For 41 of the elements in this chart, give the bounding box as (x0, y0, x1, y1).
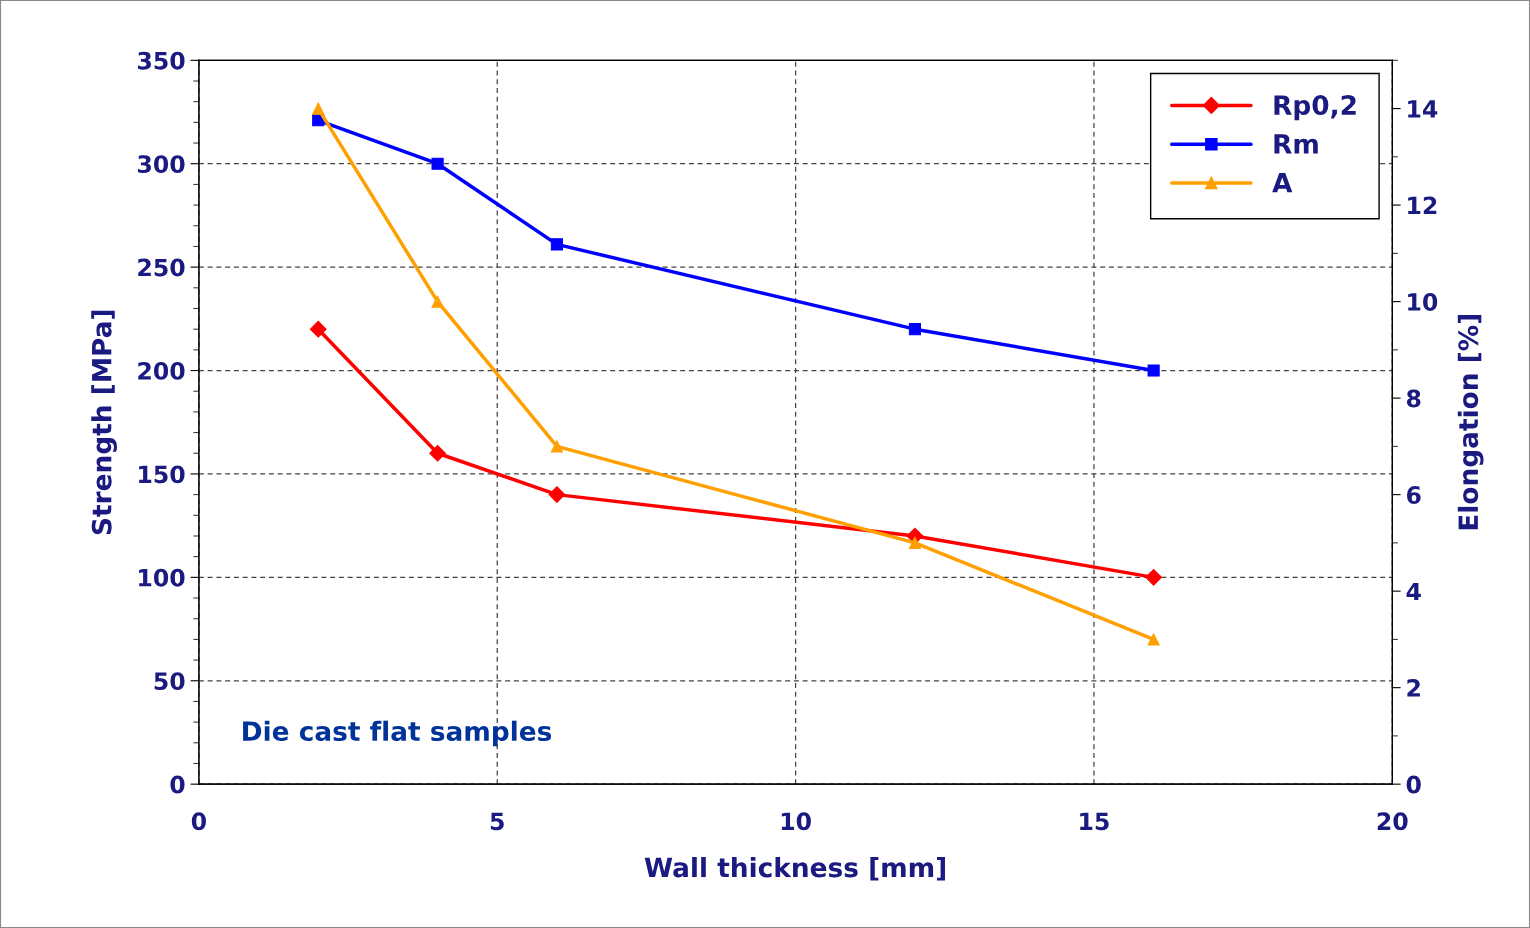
x-tick-label: 5 (490, 812, 504, 831)
y-tick-label: 150 (139, 465, 185, 484)
y2-tick-label: 8 (1406, 389, 1421, 408)
point (312, 102, 325, 115)
point (1147, 364, 1160, 377)
y2-tick-label: 10 (1408, 293, 1438, 311)
y2-axis-title: Elongation [%] (1457, 315, 1484, 530)
point (908, 323, 922, 336)
point (431, 295, 444, 308)
x-tick-label: 15 (1080, 812, 1109, 831)
point (309, 320, 327, 338)
point (548, 486, 566, 503)
x-tick-label: 0 (191, 812, 206, 831)
x-axis-title: Wall thickness [mm] (644, 857, 945, 881)
x-tick-label: 10 (781, 812, 811, 831)
y2-tick-label: 12 (1408, 196, 1437, 215)
legend-label: Rm (1274, 134, 1318, 154)
y2-tick-label: 0 (1406, 775, 1421, 794)
y-tick-label: 100 (139, 568, 185, 587)
point (1147, 633, 1160, 646)
point (550, 238, 563, 251)
y2-tick-label: 14 (1408, 100, 1438, 118)
y-tick-label: 50 (154, 672, 185, 691)
y-axis-title: Strength [MPa] (91, 310, 117, 535)
point (908, 536, 922, 549)
y-tick-label: 350 (138, 51, 185, 70)
y-tick-label: 0 (170, 775, 185, 794)
y2-tick-label: 4 (1406, 582, 1421, 601)
point (1145, 568, 1162, 586)
y-tick-label: 200 (138, 361, 185, 380)
annotation: Die cast flat samples (243, 720, 552, 747)
point (431, 157, 444, 170)
point (550, 440, 563, 453)
y-tick-label: 300 (138, 155, 185, 174)
legend-label: Rp0,2 (1274, 95, 1356, 121)
x-tick-label: 20 (1377, 812, 1408, 831)
y-tick-label: 250 (138, 258, 185, 277)
y2-tick-label: 6 (1406, 486, 1421, 504)
y2-tick-label: 2 (1407, 679, 1420, 697)
point (429, 444, 446, 462)
legend-label: A (1272, 172, 1293, 193)
